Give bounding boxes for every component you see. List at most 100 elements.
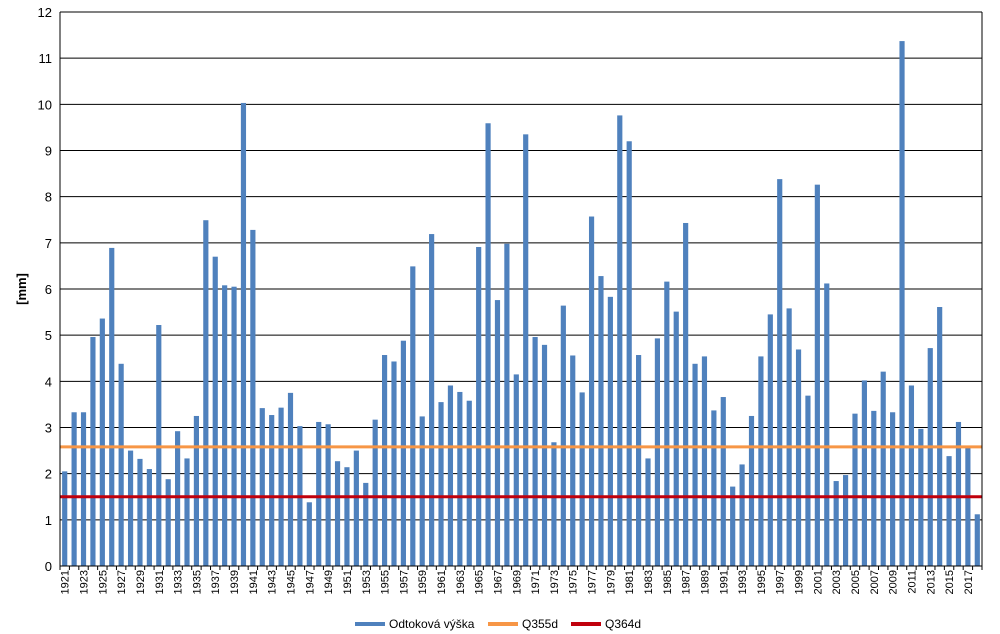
bar [654,338,661,566]
x-tick-label: 1961 [436,570,448,594]
bar [805,395,811,566]
x-tick-label: 1923 [79,570,91,594]
bar [758,356,764,566]
bar [617,115,623,566]
bar [523,134,529,566]
bar [739,464,745,566]
bar [146,469,152,566]
bar [513,374,519,566]
x-tick-label: 1965 [474,570,486,594]
x-tick-label: 1931 [154,570,166,594]
legend-swatch [355,622,385,626]
bar [175,431,181,566]
x-tick-label: 1967 [492,570,504,594]
bar [259,408,265,566]
bar [485,123,491,567]
y-tick-label: 5 [45,328,52,343]
bar [334,461,341,566]
bar [720,397,726,566]
x-tick-label: 1993 [737,570,749,594]
bar [711,410,717,566]
bar [842,475,849,566]
bar [278,407,284,566]
x-tick-label: 1981 [624,570,636,594]
x-tick-label: 2001 [812,570,824,594]
bar [974,514,980,566]
axes [59,12,983,570]
bar [165,479,171,566]
bar [504,243,510,567]
bar [127,450,134,566]
x-tick-label: 1969 [511,570,523,594]
x-tick-label: 1921 [60,570,72,594]
bar [636,355,642,566]
bar [363,482,369,566]
bar [419,416,425,566]
bar [287,392,294,566]
bar [203,220,209,566]
bar [824,283,830,566]
bar [937,307,943,566]
x-tick-label: 2003 [831,570,843,594]
x-tick-label: 1987 [681,570,693,594]
bar [184,458,190,566]
x-tick-label: 1953 [361,570,373,594]
bar [795,349,802,566]
x-tick-label: 1935 [191,570,203,594]
bar [316,421,322,566]
x-tick-label: 1999 [794,570,806,594]
y-tick-label: 10 [38,97,52,112]
x-tick-label: 2013 [925,570,937,594]
x-tick-label: 2011 [906,570,918,594]
x-tick-label: 1927 [116,570,128,594]
bar [927,348,933,566]
bar [250,229,256,566]
bar [598,276,604,566]
bar [871,410,877,566]
bar [212,256,218,566]
bar [231,286,237,566]
x-tick-label: 1945 [286,570,298,594]
bar [560,305,566,566]
x-tick-label: 1925 [97,570,109,594]
y-axis-label: [mm] [14,273,29,305]
bar [71,412,77,566]
bar [137,458,143,566]
bar [899,41,905,566]
x-tick-label: 1989 [699,570,711,594]
bar [222,285,228,566]
y-tick-label: 7 [45,236,52,251]
x-tick-label: 1971 [530,570,542,594]
bar [109,247,115,566]
bar [541,344,548,566]
x-tick-label: 1947 [304,570,316,594]
x-tick-label: 1941 [248,570,260,594]
x-tick-label: 1943 [267,570,279,594]
bar [240,102,247,566]
bar [814,184,820,566]
legend-entry-q364d: Q364d [605,617,641,631]
x-tick-label: 2009 [888,570,900,594]
bar [748,415,755,566]
bar [955,421,962,566]
legend: Odtoková výška Q355d Q364d [355,617,641,631]
x-tick-label: 1937 [210,570,222,594]
bar [80,412,87,566]
bar [438,402,444,566]
bar [532,337,538,566]
bar [494,300,501,566]
bar [607,296,613,566]
y-tick-label: 9 [45,144,52,159]
x-tick-label: 1949 [323,570,335,594]
x-tick-labels: 1921 1923 1925 1927 1929 1931 1933 1935 1937 1939… [60,570,975,594]
legend-entry-q355d: Q355d [522,617,558,631]
legend-swatch [571,622,601,626]
y-tick-label: 0 [45,559,52,574]
x-tick-label: 1939 [229,570,241,594]
y-tick-label: 2 [45,467,52,482]
legend-swatch [488,622,518,626]
bar [664,281,670,566]
bar [353,450,359,566]
bar [908,385,915,566]
